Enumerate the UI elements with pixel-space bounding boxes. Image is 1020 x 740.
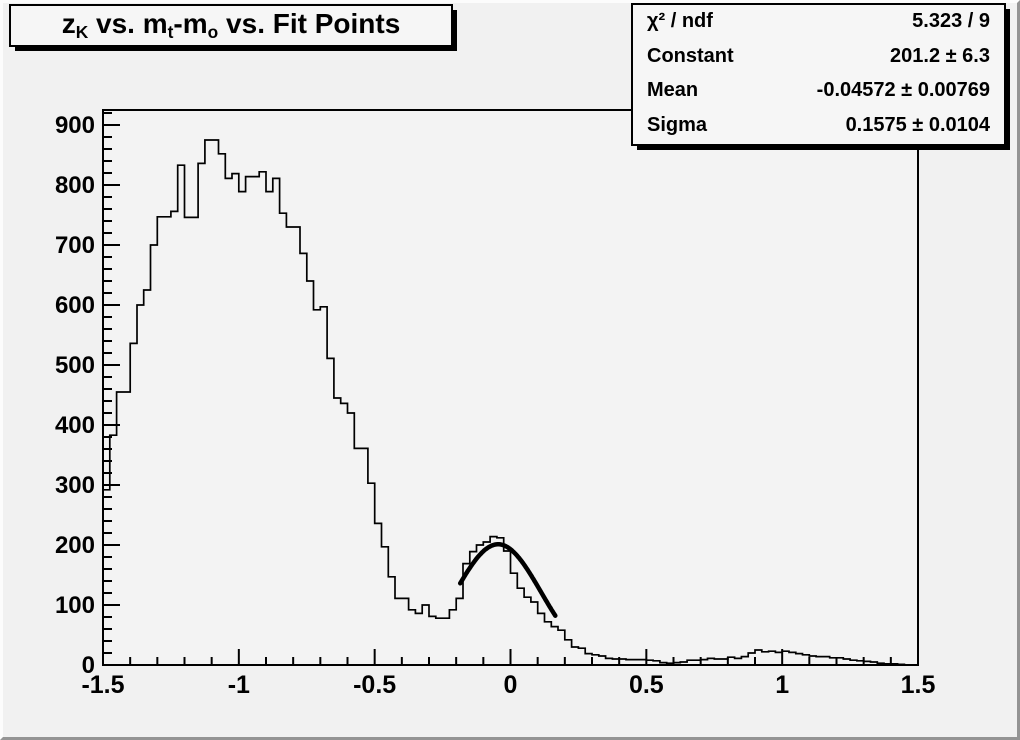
title-subscript: t [167,21,174,42]
x-tick-label: -1 [228,671,250,699]
stats-value-constant: 201.2 ± 6.3 [890,44,990,67]
stats-label-sigma: Sigma [647,113,708,136]
y-tick-label: 700 [55,232,95,259]
y-tick-label: 500 [55,352,95,379]
title-segment: z [61,8,76,40]
stats-value-sigma: 0.1575 ± 0.0104 [845,113,990,136]
title-subscript: K [75,21,89,42]
y-tick-label: 400 [55,412,95,439]
title-box[interactable]: zK vs. mt-mo vs. Fit Points [9,4,453,47]
x-tick-label: 1.5 [901,671,936,699]
stats-label-mean: Mean [647,79,699,102]
plot-area [103,110,918,665]
x-tick-label: 0 [504,671,518,699]
y-tick-label: 800 [55,172,95,199]
title-segment: -m [173,8,208,40]
stats-value-chi2: 5.323 / 9 [912,10,990,32]
y-tick-label: 100 [55,592,95,619]
title-segment: vs. Fit Points [218,8,401,40]
stats-label-constant: Constant [647,44,734,67]
x-tick-label: 0.5 [629,671,664,699]
stats-row-mean: Mean -0.04572 ± 0.00769 [647,79,990,102]
title-segment: vs. m [88,8,168,40]
stats-label-chi2: χ² / ndf [647,10,713,32]
y-tick-label: 900 [55,112,95,139]
y-tick-label: 300 [55,472,95,499]
stats-box[interactable]: χ² / ndf 5.323 / 9 Constant 201.2 ± 6.3 … [631,3,1006,146]
x-tick-label: -1.5 [81,671,124,699]
stats-row-sigma: Sigma 0.1575 ± 0.0104 [647,114,990,137]
title-subscript: o [207,21,219,42]
stats-row-constant: Constant 201.2 ± 6.3 [647,45,990,68]
y-tick-label: 200 [55,532,95,559]
y-tick-label: 0 [82,652,95,679]
stats-value-mean: -0.04572 ± 0.00769 [816,79,990,102]
y-tick-label: 600 [55,292,95,319]
x-tick-label: -0.5 [353,671,396,699]
fit-curve [457,542,558,618]
x-tick-label: 1 [775,671,789,699]
plot-title: zK vs. mt-mo vs. Fit Points [62,8,401,43]
stats-row-chi2: χ² / ndf 5.323 / 9 [647,10,990,33]
